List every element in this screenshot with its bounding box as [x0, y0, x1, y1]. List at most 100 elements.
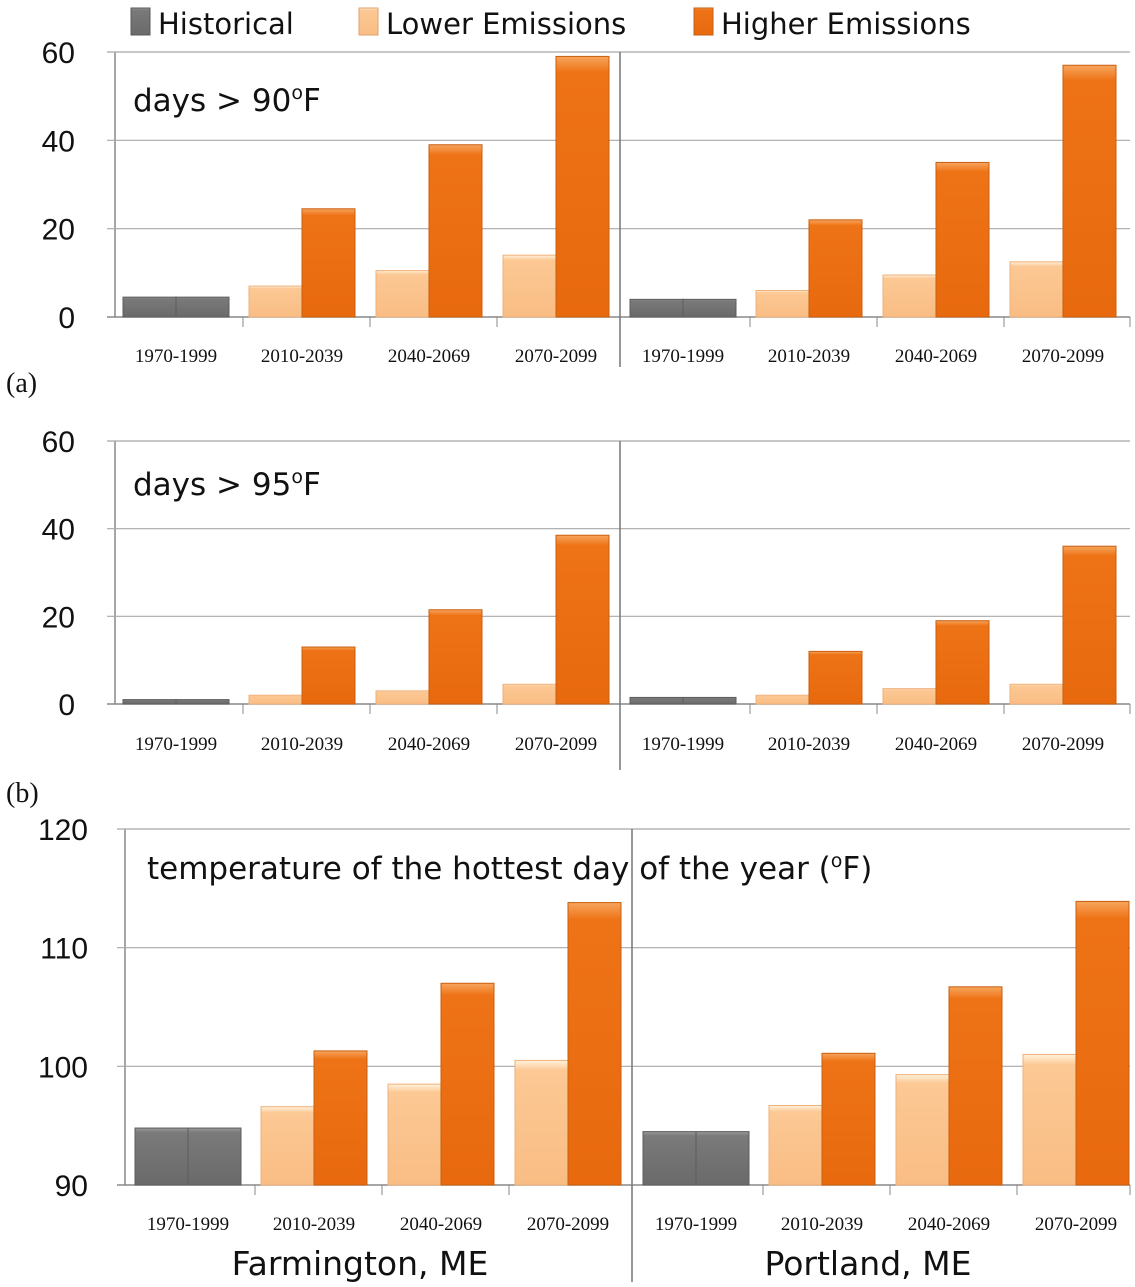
bar-higher-emissions — [301, 208, 356, 318]
x-category-label: 1970-1999 — [642, 346, 724, 367]
panel-days-over-95: 0 20 40 60 days > 95oF (b) 1970-1999 2010-2039 2… — [6, 426, 1131, 809]
bar-historical — [682, 696, 737, 705]
bar-lower-emissions — [248, 694, 303, 705]
bar-lower-emissions — [882, 688, 937, 705]
legend-swatch-historical — [130, 7, 151, 36]
bar-historical — [695, 1131, 750, 1186]
station-label-portland: Portland, ME — [765, 1244, 972, 1283]
y-tick-label: 110 — [40, 933, 88, 966]
bar-lower-emissions — [502, 683, 557, 705]
bar-higher-emissions — [555, 534, 610, 705]
bar-lower-emissions — [248, 285, 303, 318]
bar-lower-emissions — [1022, 1053, 1077, 1186]
x-category-label: 2070-2099 — [527, 1214, 609, 1235]
bar-higher-emissions — [567, 902, 622, 1186]
bar-lower-emissions — [260, 1106, 315, 1186]
x-category-label: 2040-2069 — [400, 1214, 482, 1235]
x-category-label: 2070-2099 — [1035, 1214, 1117, 1235]
x-category-label: 1970-1999 — [642, 734, 724, 755]
bar-higher-emissions — [1075, 900, 1130, 1186]
x-category-label: 2040-2069 — [388, 734, 470, 755]
panel-label: (b) — [6, 778, 39, 809]
legend: Historical Lower Emissions Higher Emissi… — [130, 7, 971, 41]
bar-higher-emissions — [301, 646, 356, 705]
bar-historical — [175, 699, 230, 705]
bar-lower-emissions — [1009, 683, 1064, 705]
bar-higher-emissions — [1062, 545, 1117, 705]
bar-historical — [134, 1127, 189, 1186]
y-tick-label: 20 — [42, 601, 75, 634]
bar-lower-emissions — [768, 1104, 823, 1186]
bar-higher-emissions — [808, 650, 863, 705]
panel-title: days > 90oF — [133, 82, 321, 119]
x-category-label: 1970-1999 — [135, 734, 217, 755]
bar-lower-emissions — [502, 254, 557, 318]
bar-higher-emissions — [935, 620, 990, 705]
x-category-label: 2040-2069 — [895, 734, 977, 755]
y-tick-label: 60 — [42, 426, 75, 459]
bar-higher-emissions — [555, 55, 610, 318]
y-tick-label: 90 — [55, 1170, 88, 1203]
x-category-label: 2010-2039 — [768, 346, 850, 367]
x-category-label: 2040-2069 — [388, 346, 470, 367]
bar-higher-emissions — [428, 144, 483, 318]
y-tick-label: 40 — [42, 125, 75, 158]
x-category-label: 2070-2099 — [515, 346, 597, 367]
y-tick-label: 20 — [42, 214, 75, 247]
bar-lower-emissions — [755, 290, 810, 318]
y-tick-label: 60 — [42, 37, 75, 70]
y-tick-label: 120 — [38, 814, 88, 847]
bar-lower-emissions — [375, 690, 430, 705]
x-category-label: 2070-2099 — [1022, 734, 1104, 755]
bar-higher-emissions — [948, 986, 1003, 1186]
panel-hottest-day: 90 100 110 120 temperature of the hottest da… — [38, 814, 1131, 1282]
legend-label-historical: Historical — [158, 7, 294, 41]
bar-historical — [682, 298, 737, 318]
bar-lower-emissions — [882, 274, 937, 318]
legend-swatch-lower-emissions — [358, 7, 379, 36]
bar-lower-emissions — [514, 1059, 569, 1186]
bar-higher-emissions — [935, 161, 990, 318]
bar-historical — [187, 1127, 242, 1186]
panel-title: days > 95oF — [133, 466, 321, 503]
bar-historical — [122, 296, 177, 318]
bar-higher-emissions — [808, 219, 863, 318]
bar-lower-emissions — [375, 270, 430, 318]
x-category-label: 2010-2039 — [273, 1214, 355, 1235]
bar-lower-emissions — [895, 1074, 950, 1186]
bar-higher-emissions — [1062, 64, 1117, 318]
bar-lower-emissions — [1009, 261, 1064, 318]
x-category-label: 2040-2069 — [908, 1214, 990, 1235]
panel-title: temperature of the hottest day of the ye… — [147, 850, 872, 887]
bar-historical — [629, 696, 684, 705]
legend-label-higher-emissions: Higher Emissions — [721, 7, 971, 41]
x-category-label: 1970-1999 — [135, 346, 217, 367]
bar-higher-emissions — [313, 1050, 368, 1186]
y-tick-label: 0 — [58, 689, 75, 722]
x-category-label: 2070-2099 — [1022, 346, 1104, 367]
bar-higher-emissions — [428, 609, 483, 705]
y-tick-label: 40 — [42, 514, 75, 547]
y-tick-label: 100 — [38, 1051, 88, 1084]
x-category-label: 1970-1999 — [147, 1214, 229, 1235]
x-category-label: 2010-2039 — [768, 734, 850, 755]
bar-lower-emissions — [387, 1083, 442, 1186]
x-category-label: 2010-2039 — [261, 346, 343, 367]
bar-higher-emissions — [440, 982, 495, 1186]
bar-historical — [122, 699, 177, 705]
x-category-label: 2040-2069 — [895, 346, 977, 367]
x-category-label: 2010-2039 — [781, 1214, 863, 1235]
legend-label-lower-emissions: Lower Emissions — [386, 7, 626, 41]
bar-lower-emissions — [755, 694, 810, 705]
bar-higher-emissions — [821, 1052, 876, 1186]
panel-label: (a) — [6, 368, 37, 399]
bar-historical — [642, 1131, 697, 1186]
x-category-label: 2010-2039 — [261, 734, 343, 755]
legend-swatch-higher-emissions — [693, 7, 714, 36]
bar-historical — [629, 298, 684, 318]
bar-historical — [175, 296, 230, 318]
panel-days-over-90: 0 20 40 60 days > 90oF (a) 1970-1999 2010-2039 2… — [6, 37, 1131, 399]
station-label-farmington: Farmington, ME — [232, 1244, 489, 1283]
y-tick-label: 0 — [58, 302, 75, 335]
